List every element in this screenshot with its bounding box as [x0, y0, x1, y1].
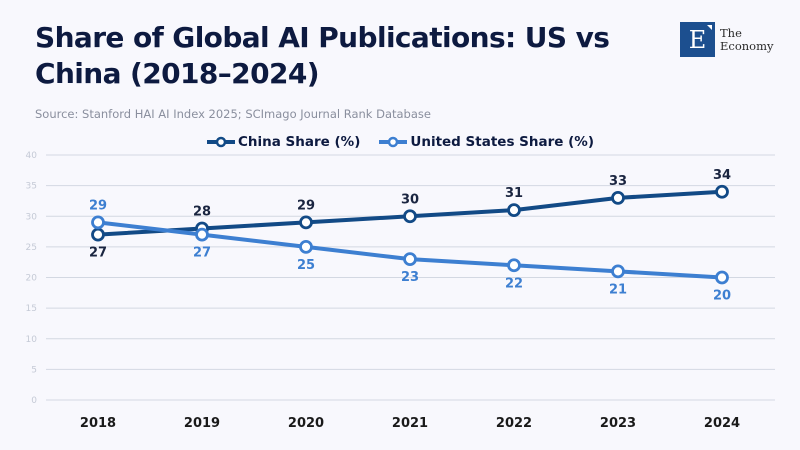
- logo-text: The Economy: [720, 25, 774, 53]
- data-label-china: 29: [297, 198, 315, 213]
- data-point-us: [611, 264, 625, 279]
- y-tick-label: 20: [26, 274, 38, 284]
- data-label-us: 25: [297, 258, 315, 273]
- y-tick-label: 15: [26, 304, 37, 314]
- legend-item-us[interactable]: United States Share (%): [378, 134, 594, 150]
- the-economy-logo: E The Economy: [680, 22, 774, 57]
- data-point-us: [299, 239, 313, 254]
- chart-legend: China Share (%) United States Share (%): [0, 134, 800, 150]
- x-tick-label: 2019: [184, 416, 220, 431]
- data-point-us: [91, 215, 105, 230]
- legend-item-china[interactable]: China Share (%): [206, 134, 360, 150]
- data-label-china: 31: [505, 186, 523, 201]
- chart-source: Source: Stanford HAI AI Index 2025; SCIm…: [35, 107, 431, 121]
- data-point-china: [507, 203, 521, 218]
- x-tick-label: 2018: [80, 416, 116, 431]
- data-point-us: [403, 252, 417, 267]
- y-tick-label: 40: [26, 151, 38, 161]
- x-tick-label: 2021: [392, 416, 428, 431]
- logo-line-1: The: [720, 25, 742, 40]
- legend-us-line-icon: [379, 136, 408, 148]
- data-label-china: 30: [401, 192, 419, 207]
- data-point-china: [91, 227, 105, 242]
- data-point-us: [715, 270, 729, 285]
- data-point-china: [611, 190, 625, 205]
- chart-title: Share of Global AI Publications: US vs C…: [35, 21, 610, 90]
- y-tick-label: 0: [31, 396, 37, 406]
- x-tick-label: 2023: [600, 416, 636, 431]
- y-tick-label: 5: [31, 365, 37, 375]
- data-label-us: 20: [713, 289, 731, 304]
- logo-mark-icon: E: [680, 22, 715, 57]
- data-label-us: 29: [89, 198, 107, 213]
- y-tick-label: 10: [26, 335, 38, 345]
- y-tick-label: 25: [26, 243, 37, 253]
- data-label-china: 33: [609, 174, 627, 189]
- x-tick-label: 2022: [496, 416, 532, 431]
- legend-china-line-icon: [206, 136, 235, 148]
- data-label-us: 22: [505, 276, 523, 291]
- data-point-us: [195, 227, 209, 242]
- data-label-us: 21: [609, 282, 627, 297]
- x-tick-label: 2020: [288, 416, 324, 431]
- legend-us-label: United States Share (%): [410, 134, 595, 150]
- data-point-china: [403, 209, 417, 224]
- data-point-us: [507, 258, 521, 273]
- y-tick-label: 35: [26, 182, 37, 192]
- data-label-china: 28: [193, 205, 211, 220]
- data-label-china: 34: [713, 168, 731, 183]
- data-point-china: [715, 184, 729, 199]
- data-label-china: 27: [89, 246, 107, 261]
- data-point-china: [299, 215, 313, 230]
- legend-china-label: China Share (%): [237, 134, 361, 150]
- data-label-us: 23: [401, 270, 419, 285]
- y-tick-label: 30: [26, 212, 38, 222]
- logo-line-2: Economy: [720, 38, 774, 53]
- data-label-us: 27: [193, 246, 211, 261]
- x-tick-label: 2024: [704, 416, 740, 431]
